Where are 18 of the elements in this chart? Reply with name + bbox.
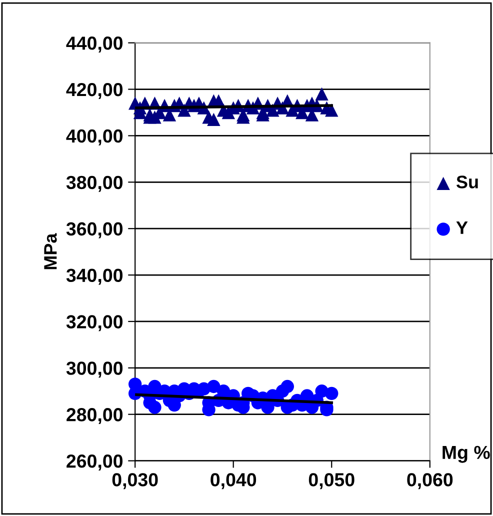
legend-label: Su	[456, 176, 478, 188]
y-tick-label: 380,00	[66, 176, 123, 192]
y-tick-label: 300,00	[66, 362, 123, 378]
y-tick-label: 260,00	[66, 454, 123, 470]
legend-label: Y	[456, 222, 468, 234]
y-tick-label: 360,00	[66, 222, 123, 238]
x-tick-label: 0,050	[308, 473, 354, 490]
x-tick-label: 0,040	[210, 473, 256, 490]
y-tick-label: 280,00	[66, 408, 123, 424]
y-tick-label: 340,00	[66, 268, 123, 285]
y-tick-label: 440,00	[66, 36, 123, 53]
y-axis-title: MPa	[44, 233, 57, 270]
y-tick-label: 320,00	[66, 315, 123, 332]
x-tick-label: 0,030	[112, 473, 158, 490]
y-tick-label: 420,00	[66, 82, 123, 99]
y-tick-label: 400,00	[66, 129, 123, 146]
x-axis-title: Mg %	[442, 446, 490, 463]
x-tick-label: 0,060	[407, 473, 453, 490]
